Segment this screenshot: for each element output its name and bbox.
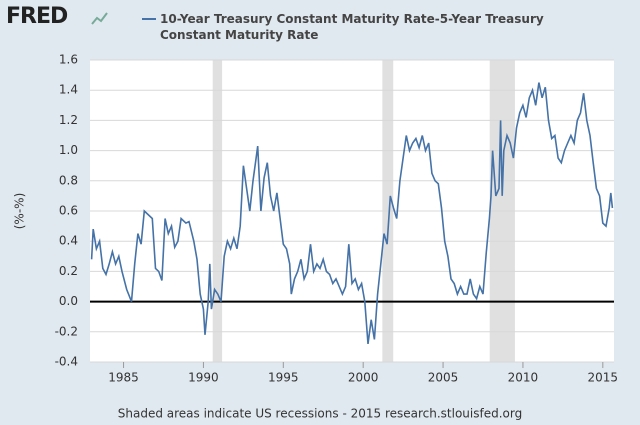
- legend: 10-Year Treasury Constant Maturity Rate-…: [142, 11, 600, 43]
- x-tick-label: 2000: [348, 371, 379, 385]
- legend-swatch: [142, 18, 156, 20]
- y-tick-label: 1.2: [59, 113, 78, 127]
- data-line: [90, 82, 614, 345]
- y-tick-label: 0.2: [59, 264, 78, 278]
- y-tick-label: 0.8: [59, 173, 78, 187]
- y-tick-label: 0.4: [59, 234, 78, 248]
- y-axis-label: (%-%): [13, 193, 27, 230]
- x-tick-label: 1990: [188, 371, 219, 385]
- y-tick-label: -0.2: [55, 324, 78, 338]
- y-tick-label: 0.6: [59, 204, 78, 218]
- x-tick-label: 1985: [108, 371, 139, 385]
- logo-icon: [91, 12, 108, 25]
- brand: FRED: [6, 4, 68, 29]
- x-tick-label: 1995: [268, 371, 299, 385]
- y-tick-label: -0.4: [55, 355, 78, 369]
- y-tick-label: 1.0: [59, 143, 78, 157]
- y-tick-label: 1.4: [59, 83, 78, 97]
- x-tick-label: 2010: [508, 371, 539, 385]
- x-tick-label: 2015: [588, 371, 619, 385]
- y-tick-label: 1.6: [59, 53, 78, 67]
- footer: Shaded areas indicate US recessions - 20…: [118, 407, 522, 421]
- legend-label: 10-Year Treasury Constant Maturity Rate-…: [160, 12, 544, 42]
- y-tick-label: 0.0: [59, 294, 78, 308]
- x-tick-label: 2005: [428, 371, 459, 385]
